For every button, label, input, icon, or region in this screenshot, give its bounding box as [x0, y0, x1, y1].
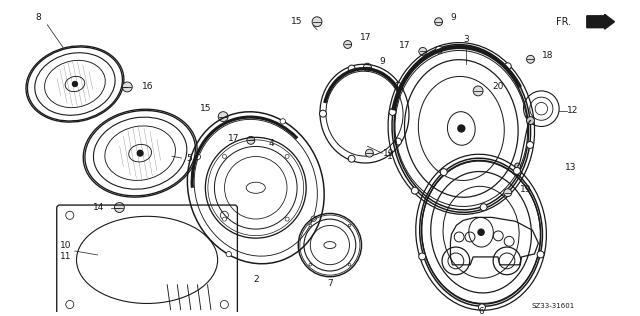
- Circle shape: [527, 142, 534, 149]
- Text: 7: 7: [327, 279, 333, 288]
- Circle shape: [226, 252, 232, 257]
- Circle shape: [458, 125, 465, 132]
- Circle shape: [419, 253, 426, 260]
- Circle shape: [435, 18, 442, 26]
- Circle shape: [389, 108, 396, 115]
- Circle shape: [309, 224, 312, 227]
- Circle shape: [395, 82, 401, 89]
- Text: 17: 17: [227, 134, 239, 143]
- Circle shape: [364, 63, 371, 71]
- Text: 2: 2: [253, 275, 259, 284]
- Circle shape: [312, 17, 322, 27]
- Text: 17: 17: [399, 41, 411, 50]
- Text: 19: 19: [520, 185, 531, 194]
- Text: 9: 9: [380, 57, 385, 66]
- Circle shape: [195, 154, 200, 160]
- Circle shape: [348, 224, 351, 227]
- Circle shape: [348, 264, 351, 266]
- Circle shape: [395, 138, 401, 145]
- Circle shape: [348, 65, 355, 72]
- Circle shape: [515, 163, 520, 169]
- Text: 19: 19: [383, 149, 395, 158]
- Circle shape: [479, 304, 485, 311]
- Circle shape: [222, 217, 227, 221]
- Circle shape: [122, 82, 132, 92]
- Circle shape: [309, 264, 312, 266]
- Circle shape: [222, 155, 227, 158]
- Text: 11: 11: [60, 252, 71, 261]
- Circle shape: [504, 63, 511, 70]
- Circle shape: [480, 204, 487, 211]
- Text: 6: 6: [478, 307, 484, 316]
- Circle shape: [412, 187, 419, 194]
- Text: 10: 10: [60, 240, 71, 250]
- Circle shape: [72, 82, 77, 87]
- Text: 4: 4: [269, 139, 274, 148]
- Text: 13: 13: [565, 163, 577, 173]
- Circle shape: [513, 167, 520, 174]
- Text: 1: 1: [387, 152, 393, 161]
- Circle shape: [285, 217, 289, 221]
- Circle shape: [348, 155, 355, 162]
- Circle shape: [280, 119, 285, 124]
- Text: 12: 12: [567, 106, 579, 115]
- Circle shape: [365, 149, 373, 157]
- Circle shape: [527, 117, 534, 125]
- Circle shape: [311, 216, 316, 222]
- Text: SZ33-31601: SZ33-31601: [532, 303, 575, 309]
- Text: 5: 5: [187, 154, 193, 163]
- Circle shape: [527, 55, 534, 63]
- Circle shape: [247, 137, 255, 144]
- Circle shape: [218, 112, 228, 122]
- Circle shape: [478, 229, 484, 235]
- Circle shape: [473, 86, 483, 96]
- Circle shape: [436, 46, 442, 53]
- Circle shape: [504, 189, 512, 197]
- Text: 16: 16: [142, 82, 154, 91]
- Text: 15: 15: [291, 17, 302, 26]
- Circle shape: [319, 110, 326, 117]
- Circle shape: [138, 150, 143, 156]
- Circle shape: [285, 155, 289, 158]
- Text: 9: 9: [451, 13, 456, 22]
- Circle shape: [440, 169, 447, 176]
- Text: 20: 20: [492, 82, 503, 91]
- Text: 17: 17: [360, 33, 371, 42]
- Circle shape: [537, 251, 544, 258]
- Circle shape: [419, 47, 427, 55]
- Text: 8: 8: [35, 13, 41, 22]
- Text: 3: 3: [463, 35, 469, 44]
- Text: 15: 15: [200, 104, 211, 113]
- FancyArrow shape: [587, 14, 614, 29]
- Text: 14: 14: [93, 203, 104, 212]
- Circle shape: [115, 203, 124, 212]
- Circle shape: [344, 40, 351, 48]
- Text: FR.: FR.: [556, 17, 571, 27]
- Text: 18: 18: [542, 51, 554, 60]
